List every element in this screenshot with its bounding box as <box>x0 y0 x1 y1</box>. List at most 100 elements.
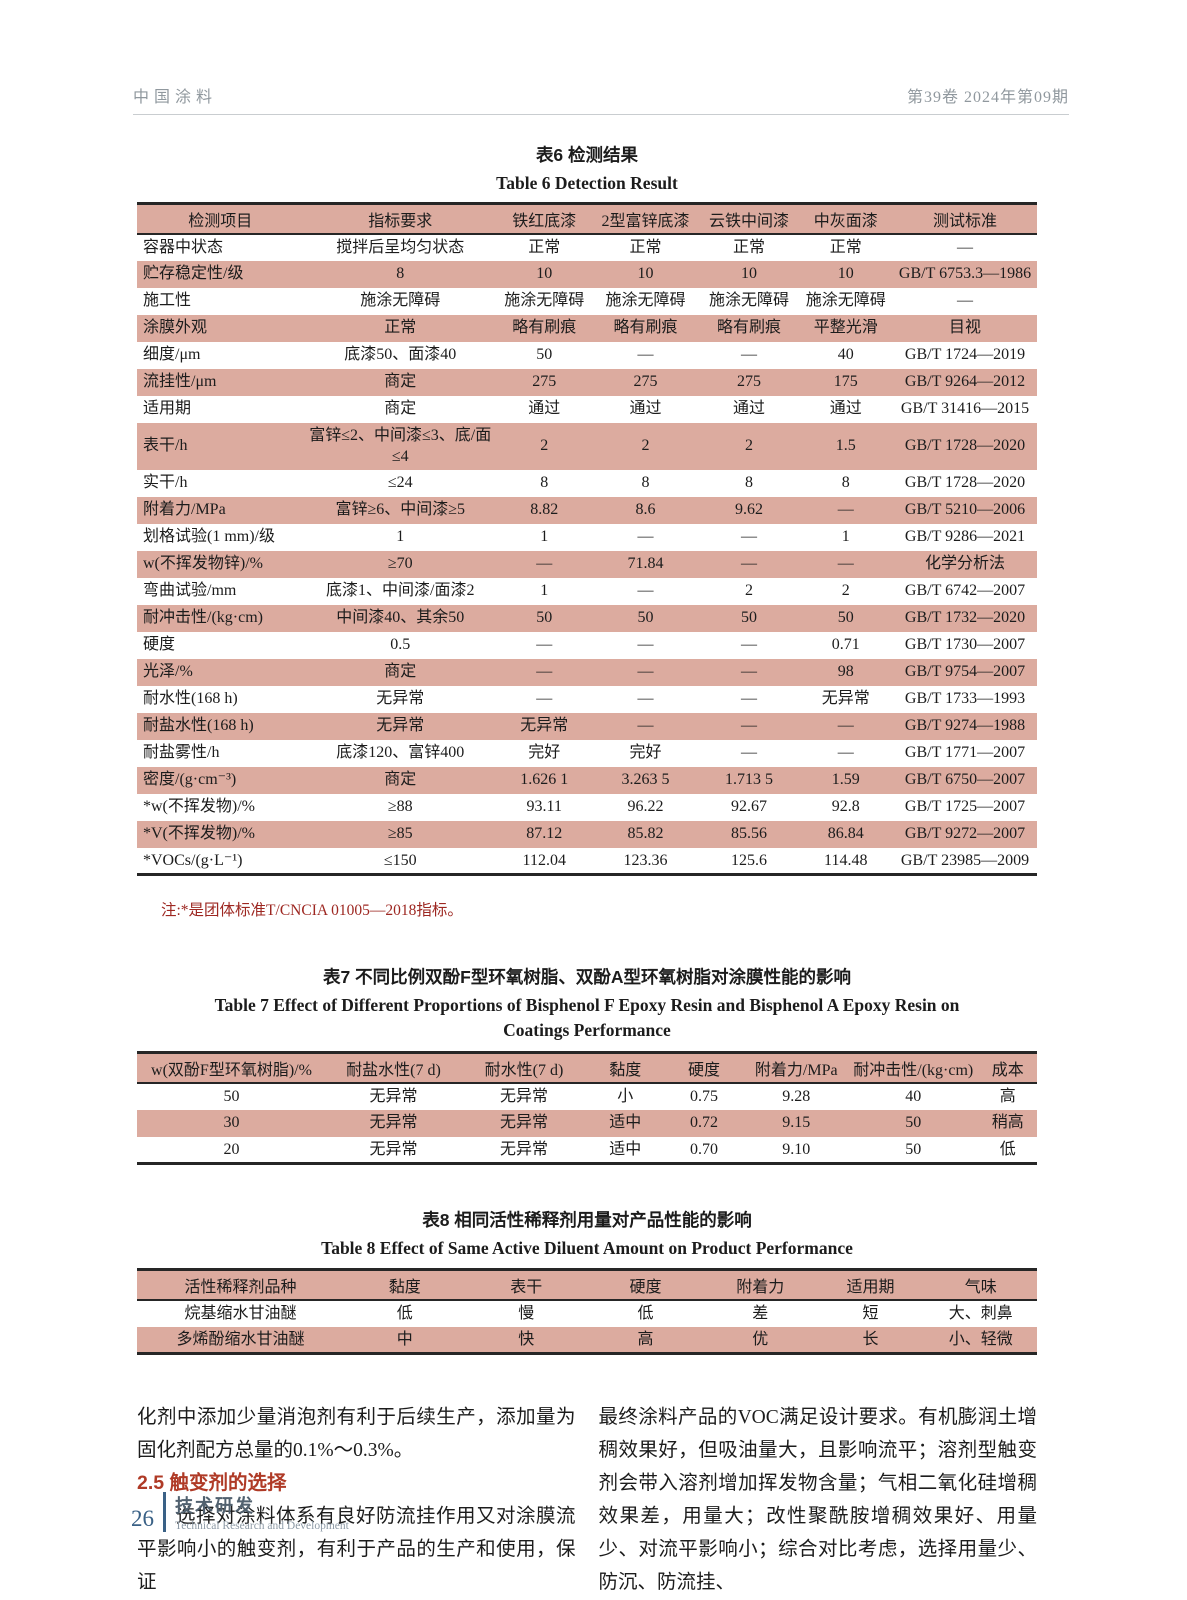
table-cell: *VOCs/(g·L⁻¹) <box>143 851 243 869</box>
table-cell: 低 <box>999 1140 1016 1158</box>
table-cell: 稍高 <box>991 1114 1024 1132</box>
table-cell: 优 <box>752 1330 769 1348</box>
table-cell: 中间漆40、其余50 <box>336 609 465 627</box>
table-cell: 慢 <box>518 1305 535 1323</box>
table-cell: 耐水性(168 h) <box>143 690 238 708</box>
table-row: 施工性 施涂无障碍 施涂无障碍 施涂无障碍 施涂无障碍 施涂无障碍 — <box>137 288 1037 315</box>
table-cell: 表干/h <box>143 437 188 455</box>
table-cell: 烷基缩水甘油醚 <box>184 1305 297 1323</box>
table-cell: 硬度 <box>143 636 176 654</box>
table-row: 30 无异常 无异常 适中 0.72 9.15 50 稍高 <box>137 1109 1037 1137</box>
table-cell: 1 <box>841 528 850 546</box>
table-cell: — <box>637 528 654 546</box>
table-cell: — <box>837 501 854 519</box>
table-cell: — <box>536 690 553 708</box>
table-cell: 高 <box>637 1330 654 1348</box>
table-cell: — <box>957 238 973 256</box>
table-cell: GB/T 1725—2007 <box>904 798 1026 816</box>
table-cell: 商定 <box>384 663 417 681</box>
table-cell: 85.82 <box>627 825 664 843</box>
table-cell: 无异常 <box>821 690 870 708</box>
table-cell: 93.11 <box>526 798 562 816</box>
table-cell: — <box>837 744 854 762</box>
table-cell: — <box>637 636 654 654</box>
table6-body: 容器中状态 搅拌后呈均匀状态 正常 正常 正常 正常 — 贮存稳定性/级 8 10 10 10 10 GB… <box>137 234 1037 875</box>
table-cell: 8 <box>540 474 549 492</box>
table-cell: 9.28 <box>782 1087 811 1105</box>
table-row: *w(不挥发物)/% ≥88 93.11 96.22 92.67 92.8 GB/T 172… <box>137 794 1037 821</box>
table-cell: — <box>741 528 757 546</box>
body-text: 化剂中添加少量消泡剂有利于后续生产，添加量为固化剂配方总量的0.1%～0.3%。… <box>137 1401 1037 1599</box>
table-cell: 92.8 <box>831 798 860 816</box>
table-cell: 114.48 <box>824 851 868 869</box>
table7-header-cell: 耐水性(7 d) <box>461 1052 587 1084</box>
table-cell: ≤150 <box>383 851 417 869</box>
table-cell: 1.626 1 <box>520 771 569 789</box>
table-cell: GB/T 1733—1993 <box>904 690 1026 708</box>
section-heading-2-5: 2.5 触变剂的选择 <box>137 1472 287 1495</box>
table7-header-cell: 耐冲击性/(kg·cm) <box>848 1052 979 1084</box>
table-cell: 正常 <box>829 238 862 256</box>
table-cell: 快 <box>518 1330 535 1348</box>
table-cell: GB/T 5210—2006 <box>904 501 1026 519</box>
table-cell: — <box>837 555 854 573</box>
footer-section: 技术研发 Technical Research and Development <box>175 1492 349 1532</box>
table-cell: 无异常 <box>520 717 569 735</box>
table-cell: 30 <box>223 1114 240 1132</box>
detection-result-table: 检测项目 指标要求 铁红底漆 2型富锌底漆 云铁中间漆 中灰面漆 测试标准 容器中状态 搅拌后… <box>137 202 1037 877</box>
table8-header-cell: 表干 <box>465 1269 587 1301</box>
table-cell: GB/T 31416—2015 <box>900 400 1030 418</box>
table-cell: 8 <box>841 474 850 492</box>
table7-header-cell: 黏度 <box>587 1052 664 1084</box>
table-cell: 施涂无障碍 <box>504 292 585 310</box>
table-cell: 9.15 <box>782 1114 811 1132</box>
table-cell: 实干/h <box>143 474 188 492</box>
table-cell: 8 <box>641 474 650 492</box>
table-cell: 无异常 <box>369 1114 418 1132</box>
table-cell: 50 <box>637 609 654 627</box>
page-header: 中国涂料 第39卷 2024年第09期 <box>133 83 1069 115</box>
table-cell: 1 <box>540 528 549 546</box>
table-cell: 正常 <box>629 238 662 256</box>
table-cell: 0.5 <box>390 636 411 654</box>
table-cell: 10 <box>637 265 654 283</box>
table-cell: 涂膜外观 <box>143 319 208 337</box>
active-diluent-table: 活性稀释剂品种 黏度 表干 硬度 附着力 适用期 气味 烷基缩水甘油醚 低 慢 低 差 短 大、刺鼻 多烯… <box>137 1268 1037 1356</box>
table-cell: 密度/(g·cm⁻³) <box>143 771 237 789</box>
footer-section-en: Technical Research and Development <box>175 1520 349 1532</box>
table6-header-cell: 2型富锌底漆 <box>591 203 700 235</box>
table6-note: 注:*是团体标准T/CNCIA 01005—2018指标。 <box>161 902 463 920</box>
table-cell: 通过 <box>829 400 862 418</box>
table-cell: 完好 <box>528 744 561 762</box>
table-row: 耐盐水性(168 h) 无异常 无异常 — — — GB/T 9274—1988 <box>137 712 1037 740</box>
table-cell: GB/T 6742—2007 <box>904 582 1026 600</box>
table-cell: 贮存稳定性/级 <box>143 265 244 283</box>
table-cell: 8.6 <box>635 501 656 519</box>
table-cell: 2 <box>540 437 549 455</box>
issue-info: 第39卷 2024年第09期 <box>906 89 1069 106</box>
table8-body: 烷基缩水甘油醚 低 慢 低 差 短 大、刺鼻 多烯酚缩水甘油醚 中 快 高 优 长 小、轻微 <box>137 1300 1037 1354</box>
table-cell: — <box>637 717 654 735</box>
table-cell: 20 <box>223 1140 240 1158</box>
table-cell: 无异常 <box>376 690 425 708</box>
body-left-column: 化剂中添加少量消泡剂有利于后续生产，添加量为固化剂配方总量的0.1%～0.3%。… <box>137 1401 576 1599</box>
table-cell: 9.10 <box>782 1140 811 1158</box>
table-cell: — <box>536 555 553 573</box>
table6-header-cell: 测试标准 <box>893 203 1037 235</box>
table-row: 烷基缩水甘油醚 低 慢 低 差 短 大、刺鼻 <box>137 1300 1037 1327</box>
table7-title-en-line1: Table 7 Effect of Different Proportions … <box>214 995 960 1016</box>
table7-header-cell: 成本 <box>978 1052 1037 1084</box>
table-cell: — <box>957 292 973 310</box>
table-row: 容器中状态 搅拌后呈均匀状态 正常 正常 正常 正常 — <box>137 234 1037 261</box>
table8-header-cell: 气味 <box>924 1269 1037 1301</box>
table-cell: 富锌≤2、中间漆≤3、底/面≤4 <box>309 426 492 466</box>
table-cell: 中 <box>396 1330 413 1348</box>
table-cell: 275 <box>633 373 658 391</box>
table-cell: — <box>536 636 553 654</box>
table8-head: 活性稀释剂品种 黏度 表干 硬度 附着力 适用期 气味 <box>137 1269 1037 1301</box>
table-cell: GB/T 1732—2020 <box>904 609 1026 627</box>
table7-head: w(双酚F型环氧树脂)/% 耐盐水性(7 d) 耐水性(7 d) 黏度 硬度 附着力/MP… <box>137 1052 1037 1084</box>
table-row: 贮存稳定性/级 8 10 10 10 10 GB/T 6753.3—1986 <box>137 260 1037 288</box>
table-cell: 175 <box>833 373 858 391</box>
table-cell: 125.6 <box>731 851 767 869</box>
